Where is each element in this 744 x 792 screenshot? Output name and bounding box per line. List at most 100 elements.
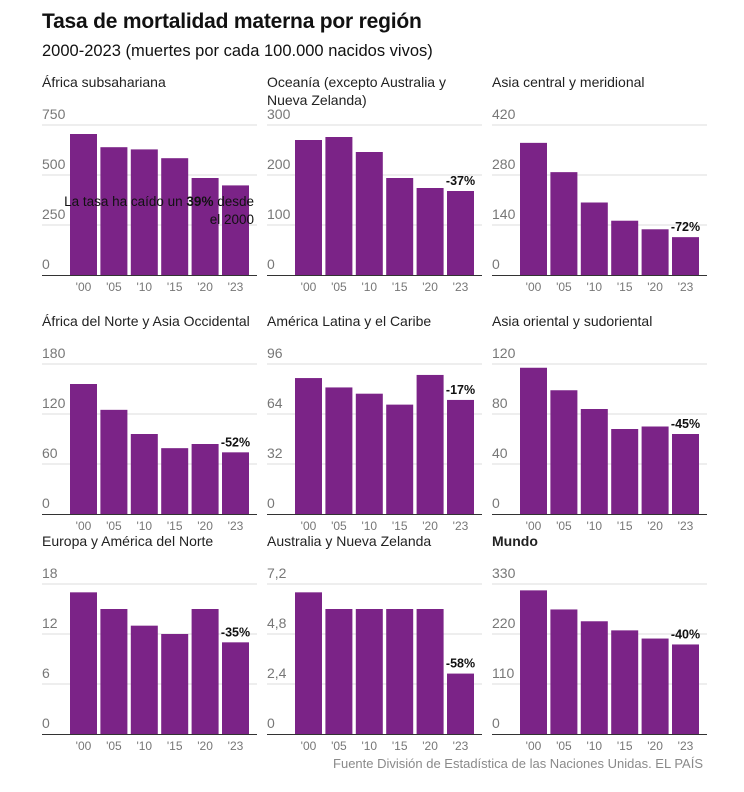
bar (611, 630, 639, 734)
panel-title: Australia y Nueva Zelanda (267, 533, 432, 549)
x-tick-label: '15 (167, 519, 183, 533)
y-tick-label: 4,8 (267, 615, 287, 631)
x-tick-label: '20 (647, 519, 663, 533)
bar-chart: 0 100 200 300 '00 '05 '10 '15 '20 '23 -37% (267, 106, 482, 294)
y-tick-label: 96 (267, 345, 283, 361)
y-tick-label: 32 (267, 445, 283, 461)
bar (386, 404, 414, 514)
bar (191, 178, 219, 275)
bar (520, 142, 547, 275)
bar-chart: 0 32 64 96 '00 '05 '10 '15 '20 '23 -17% (267, 345, 482, 533)
bar (641, 426, 669, 514)
bar (100, 409, 128, 514)
bar-chart: 0 60 120 180 '00 '05 '10 '15 '20 '23 -52% (42, 345, 257, 533)
x-tick-label: '15 (617, 519, 633, 533)
y-tick-label: 250 (42, 206, 66, 222)
x-tick-label: '20 (647, 739, 663, 753)
panel-america-latina-caribe: América Latina y el Caribe 0 32 64 96 '00 '05… (267, 312, 482, 533)
bar (70, 592, 97, 734)
bar (161, 634, 189, 734)
x-tick-label: '05 (331, 280, 347, 294)
x-tick-label: '23 (453, 519, 469, 533)
bar (447, 191, 474, 275)
x-tick-label: '15 (392, 739, 408, 753)
bar-chart: 0 6 12 18 '00 '05 '10 '15 '20 '23 -35% (42, 565, 257, 753)
y-tick-label: 220 (492, 615, 516, 631)
x-tick-label: '23 (678, 739, 694, 753)
x-tick-label: '20 (197, 519, 213, 533)
x-tick-label: '00 (526, 280, 542, 294)
x-tick-label: '15 (392, 280, 408, 294)
bar (550, 172, 578, 275)
panel-australia-nueva-zelanda: Australia y Nueva Zelanda 0 2,4 4,8 7,2 '00 '… (267, 532, 482, 753)
x-tick-label: '00 (526, 739, 542, 753)
panel-title: Asia central y meridional (492, 74, 645, 90)
bar (191, 609, 219, 734)
bar (611, 429, 639, 514)
y-tick-label: 60 (42, 445, 58, 461)
bar (161, 158, 189, 275)
x-tick-label: '00 (301, 519, 317, 533)
change-label: -58% (446, 657, 475, 671)
bar-chart: 0 110 220 330 '00 '05 '10 '15 '20 '23 -40% (492, 565, 707, 753)
x-tick-label: '05 (106, 519, 122, 533)
y-tick-label: 0 (42, 256, 50, 272)
annotation: La tasa ha caído un 39% desde el 2000 (50, 193, 254, 229)
bar (100, 609, 128, 734)
x-tick-label: '00 (301, 280, 317, 294)
x-tick-label: '10 (136, 739, 152, 753)
bar-chart: 0 250 500 750 '00 '05 '10 '15 '20 '23 (42, 106, 257, 294)
bar (520, 367, 547, 514)
x-tick-label: '10 (136, 519, 152, 533)
bar (222, 185, 249, 275)
panel-asia-central-meridional: Asia central y meridional 0 140 280 420 '00 '… (492, 73, 707, 294)
y-tick-label: 0 (42, 715, 50, 731)
source-note: Fuente División de Estadística de las Na… (333, 756, 703, 771)
change-label: -17% (446, 383, 475, 397)
panel-title: África subsahariana (42, 74, 166, 90)
y-tick-label: 0 (492, 495, 500, 511)
x-tick-label: '00 (526, 519, 542, 533)
y-tick-label: 64 (267, 395, 283, 411)
bar (447, 399, 474, 514)
bar (70, 134, 97, 275)
change-label: -72% (671, 220, 700, 234)
panel-title: Asia oriental y sudoriental (492, 313, 653, 329)
x-tick-label: '05 (331, 519, 347, 533)
x-tick-label: '23 (453, 739, 469, 753)
x-tick-label: '15 (167, 280, 183, 294)
bar (130, 434, 158, 514)
x-tick-label: '20 (197, 280, 213, 294)
change-label: -35% (221, 625, 250, 639)
y-tick-label: 120 (42, 395, 66, 411)
x-tick-label: '15 (617, 739, 633, 753)
x-tick-label: '10 (361, 519, 377, 533)
chart-subtitle: 2000-2023 (muertes por cada 100.000 naci… (42, 42, 433, 60)
y-tick-label: 2,4 (267, 665, 287, 681)
x-tick-label: '10 (361, 280, 377, 294)
panel-title: Oceanía (excepto Australia y Nueva Zelan… (267, 74, 446, 108)
bar (416, 374, 444, 514)
bar (672, 644, 699, 734)
bar (222, 452, 249, 514)
y-tick-label: 200 (267, 156, 291, 172)
bar-chart: 0 2,4 4,8 7,2 '00 '05 '10 '15 '20 '23 -58% (267, 565, 482, 753)
x-tick-label: '23 (228, 519, 244, 533)
x-tick-label: '10 (586, 519, 602, 533)
bar (550, 609, 578, 734)
x-tick-label: '00 (76, 280, 92, 294)
bar-chart: 0 40 80 120 '00 '05 '10 '15 '20 '23 -45% (492, 345, 707, 533)
bar (355, 393, 383, 514)
change-label: -52% (221, 435, 250, 449)
x-tick-label: '10 (586, 739, 602, 753)
y-tick-label: 0 (492, 715, 500, 731)
y-tick-label: 420 (492, 106, 516, 122)
bar (295, 140, 322, 275)
y-tick-label: 750 (42, 106, 66, 122)
panel-title: América Latina y el Caribe (267, 313, 432, 329)
panel-africa-subsahariana: África subsahariana 0 250 500 750 '00 '05 '10 '… (42, 73, 257, 294)
y-tick-label: 12 (42, 615, 58, 631)
y-tick-label: 500 (42, 156, 66, 172)
x-tick-label: '23 (228, 280, 244, 294)
change-label: -40% (671, 627, 700, 641)
